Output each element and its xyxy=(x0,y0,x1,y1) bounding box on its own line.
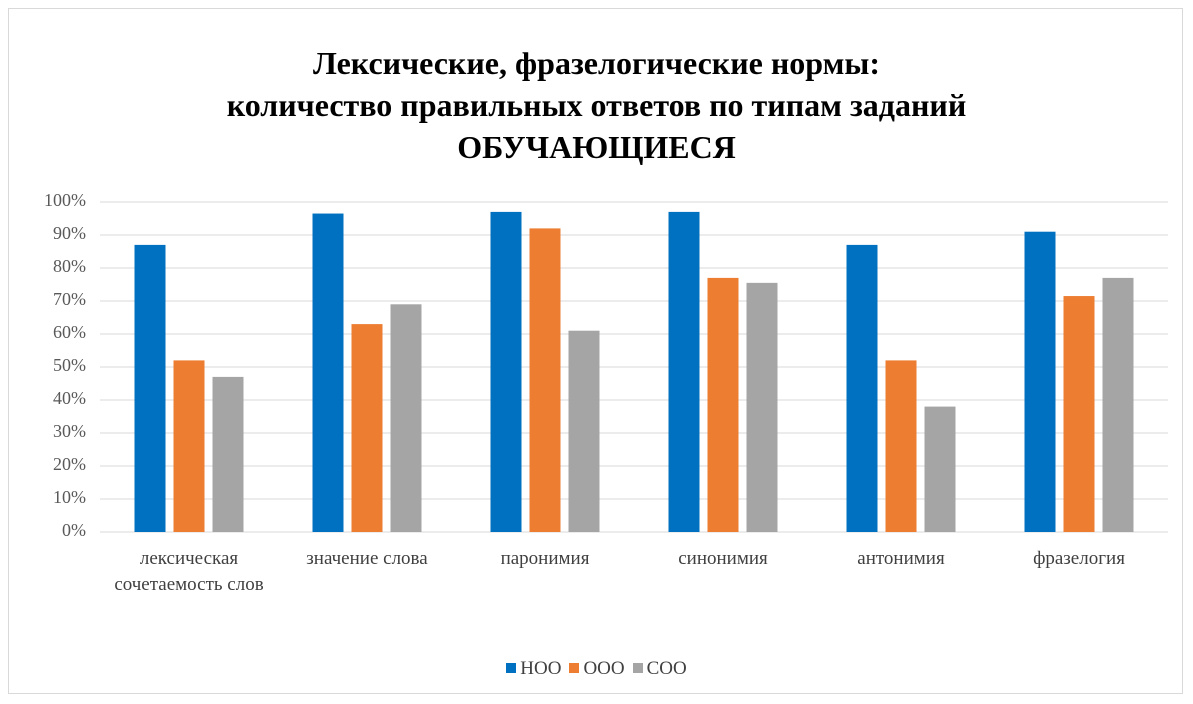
bar xyxy=(924,406,956,532)
bar xyxy=(568,330,600,532)
y-tick-label: 70% xyxy=(53,289,86,309)
y-tick-label: 0% xyxy=(62,520,86,540)
legend-label: НОО xyxy=(520,658,562,679)
y-tick-label: 30% xyxy=(53,421,86,441)
chart-frame xyxy=(8,8,1183,694)
bar xyxy=(212,376,244,532)
y-tick-label: 40% xyxy=(53,388,86,408)
bar xyxy=(707,277,739,532)
bar xyxy=(173,360,205,532)
bar xyxy=(1102,277,1134,532)
bar xyxy=(846,244,878,532)
y-tick-label: 90% xyxy=(53,223,86,243)
y-tick-label: 60% xyxy=(53,322,86,342)
legend-swatch xyxy=(506,663,517,673)
bar xyxy=(351,324,383,532)
bar xyxy=(390,304,422,532)
bar xyxy=(885,360,917,532)
bar xyxy=(134,244,166,532)
x-tick-label: лексическая сочетаемость слов xyxy=(114,548,264,595)
legend-label: СОО xyxy=(646,658,687,679)
y-tick-label: 20% xyxy=(53,454,86,474)
x-tick-label: фразелогия xyxy=(1033,548,1125,569)
x-tick-label: синонимия xyxy=(678,548,768,569)
bar xyxy=(746,282,778,532)
legend-swatch xyxy=(632,663,643,673)
x-tick-label: паронимия xyxy=(500,548,590,569)
x-tick-label: значение слова xyxy=(306,548,428,569)
legend: НОО ООО СОО xyxy=(0,658,1193,680)
legend-item: СОО xyxy=(632,658,687,680)
bar xyxy=(1063,296,1095,532)
bar xyxy=(490,211,522,532)
legend-label: ООО xyxy=(583,658,625,679)
bar xyxy=(668,211,700,532)
legend-item: ООО xyxy=(569,658,625,680)
x-tick-label: антонимия xyxy=(857,548,945,569)
legend-item: НОО xyxy=(506,658,561,680)
bar xyxy=(529,228,561,532)
y-tick-label: 100% xyxy=(44,190,86,210)
y-tick-label: 80% xyxy=(53,256,86,276)
y-tick-label: 10% xyxy=(53,487,86,507)
y-tick-label: 50% xyxy=(53,355,86,375)
bar xyxy=(312,213,344,533)
chart-title: Лексические, фразелогические нормы: коли… xyxy=(226,45,967,165)
bar xyxy=(1024,231,1056,532)
legend-swatch xyxy=(569,663,580,673)
